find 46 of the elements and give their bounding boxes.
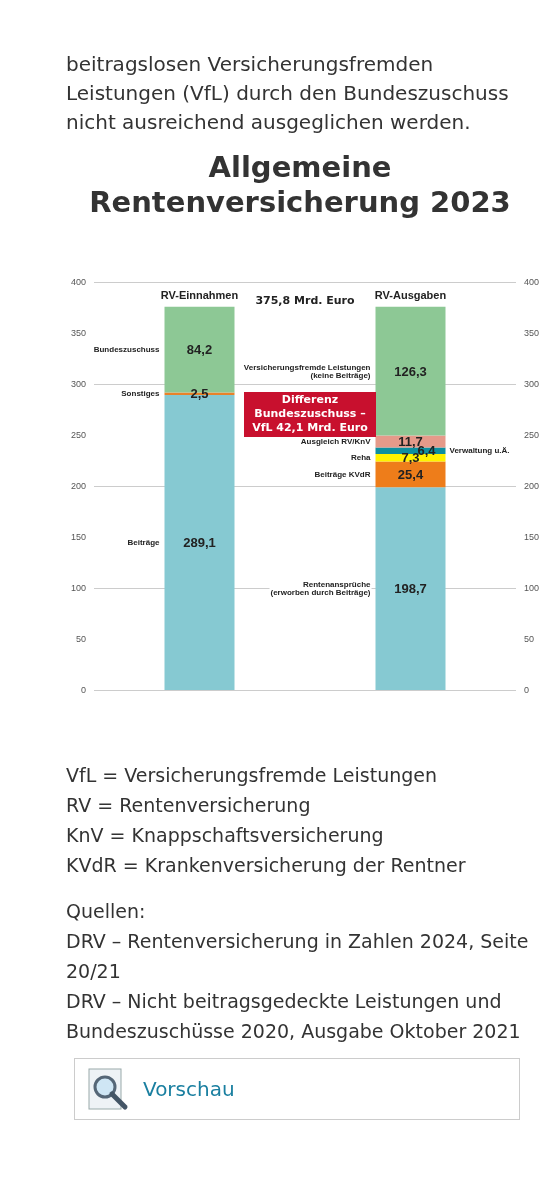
data-label: 126,3: [394, 363, 427, 379]
text: RV = Rentenversicherung: [66, 793, 312, 818]
series-label: Beiträge KVdR: [314, 469, 371, 479]
y2-tick-label: 300: [524, 379, 540, 389]
y2-tick-label: 350: [524, 328, 540, 338]
y2-tick-label: 250: [524, 430, 540, 440]
text: Vorschau: [143, 1077, 235, 1101]
y-tick-label: 350: [70, 328, 86, 338]
y-tick-label: 50: [75, 634, 86, 644]
y2-tick-label: 50: [524, 634, 535, 644]
data-label: 25,4: [397, 466, 424, 482]
y-tick-label: 400: [70, 277, 86, 287]
y2-tick-label: 400: [524, 277, 540, 287]
text: DRV – Rentenversicherung in Zahlen 2024, Seite 20/21: [66, 929, 530, 984]
y-tick-label: 200: [70, 481, 86, 491]
series-label: Verwaltung u.Ä.: [449, 446, 510, 456]
series-label: Rentenansprüche (erworben durch Beiträge): [270, 580, 372, 598]
series-label: Bundeszuschuss: [93, 345, 161, 355]
y-tick-label: 250: [70, 430, 86, 440]
text: beitragslosen Versicherungsfremden Leistungen (VfL) durch den Bundeszuschuss nicht ausreichend ausgeglichen werden.: [66, 51, 510, 136]
series-label: Sonstiges: [121, 389, 161, 399]
source-note: Quellen:: [66, 899, 147, 924]
series-label: Reha: [350, 453, 372, 463]
y2-tick-label: 0: [524, 685, 530, 695]
chart-title: Allgemeine Rentenversicherung 2023: [88, 150, 512, 220]
text: VfL = Versicherungsfremde Leistungen: [66, 763, 439, 788]
y-tick-label: 100: [70, 583, 86, 593]
y2-tick-label: 150: [524, 532, 540, 542]
series-label: Ausgleich RV/KnV: [300, 436, 372, 446]
text: KVdR = Krankenversicherung der Rentner: [66, 853, 467, 878]
series-label: Beiträge: [127, 538, 161, 548]
data-label: 84,2: [186, 342, 213, 358]
text: KnV = Knappschaftsversicherung: [66, 823, 385, 848]
y-tick-label: 300: [70, 379, 86, 389]
annotation: 375,8 Mrd. Euro: [255, 293, 356, 307]
data-label: 289,1: [183, 535, 216, 551]
text: DRV – Nicht beitragsgedeckte Leistungen und Bundeszuschüsse 2020, Ausgabe Oktober 2021: [66, 989, 522, 1044]
annotation: Differenz Bundeszuschuss – VfL 42,1 Mrd. Euro: [244, 392, 376, 437]
y2-tick-label: 100: [524, 583, 540, 593]
x-tick-label: RV-Einnahmen: [160, 288, 239, 301]
series-label: Versicherungsfremde Leistungen (keine Beiträge): [243, 362, 371, 380]
y-tick-label: 0: [80, 685, 86, 695]
x-tick-label: RV-Ausgaben: [374, 288, 447, 301]
data-label: 198,7: [394, 581, 427, 597]
y-tick-label: 150: [70, 532, 86, 542]
y2-tick-label: 200: [524, 481, 540, 491]
